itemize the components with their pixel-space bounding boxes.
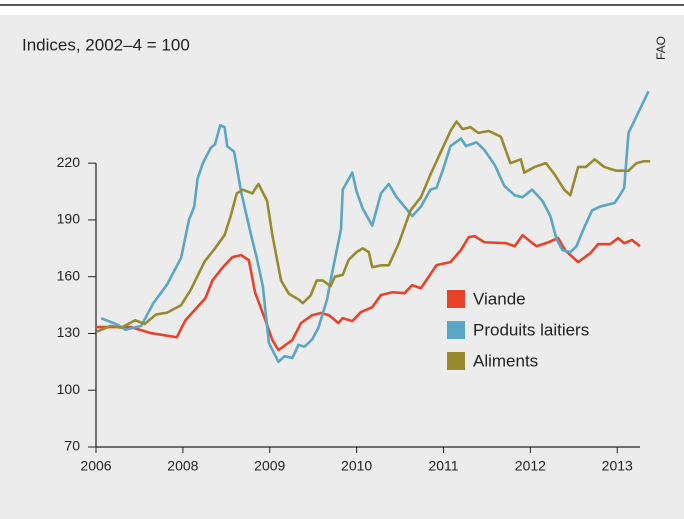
legend-swatch [447,321,465,339]
chart-title: Indices, 2002–4 = 100 [22,35,190,54]
x-tick-label: 2010 [341,458,372,474]
chart-background [0,15,684,519]
y-tick-label: 70 [64,438,80,454]
source-label: FAO [654,36,668,60]
y-tick-label: 100 [57,381,81,397]
legend-label: Aliments [473,351,538,370]
y-tick-label: 130 [57,324,81,340]
y-tick-label: 220 [57,154,81,170]
y-tick-label: 190 [57,211,81,227]
y-tick-label: 160 [57,267,81,283]
x-tick-label: 2013 [602,458,633,474]
x-tick-label: 2006 [80,458,111,474]
x-tick-label: 2009 [254,458,285,474]
x-tick-label: 2012 [515,458,546,474]
series-line [96,233,641,352]
legend-label: Produits laitiers [473,320,589,339]
series-line [96,120,651,333]
x-tick-label: 2008 [167,458,198,474]
plot: 70 100 130 160 190 220 2006 2008 2009 2010 2011 201… [57,90,651,474]
x-tick-label: 2011 [428,458,458,474]
legend-swatch [447,290,465,308]
legend-label: Viande [473,289,526,308]
legend-swatch [447,352,465,370]
series-line [100,90,650,364]
